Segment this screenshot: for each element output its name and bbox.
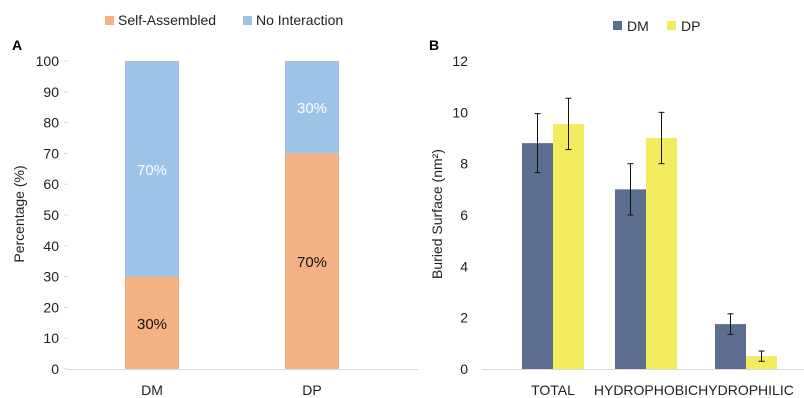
bar-total-dp <box>553 123 584 369</box>
legend-swatch-dm <box>613 21 622 30</box>
error-bar-total-dm <box>534 113 541 174</box>
panel-b-x-axis: TOTAL HYDROPHOBIC HYDROPHILIC <box>531 382 794 398</box>
panel-a-y-tick-label: 10 <box>43 330 59 346</box>
panel-a-y-tick-label: 60 <box>43 176 59 192</box>
panel-b-y-axis-title-text: Buried Surface (nm²) <box>429 149 445 279</box>
panel-a-x-axis: DM DP <box>141 382 322 398</box>
bar-dm-self-assembled <box>125 276 179 369</box>
legend-label-self-assembled: Self-Assembled <box>118 12 216 28</box>
panel-a-legend: Self-Assembled No Interaction <box>105 12 343 28</box>
legend-label-dp: DP <box>681 18 700 34</box>
bar-dm-no-interaction <box>125 61 179 277</box>
error-bar-hydrophobic-dm <box>627 163 634 216</box>
panel-b-y-tick-label: 2 <box>460 310 468 326</box>
panel-a-y-tick-label: 100 <box>36 53 60 69</box>
bar-dp-self-assembled <box>285 153 339 369</box>
data-label-dm-no-interaction: 70% <box>137 162 167 179</box>
legend-label-no-interaction: No Interaction <box>256 12 343 28</box>
legend-swatch-no-interaction <box>243 16 252 25</box>
panel-a-y-tick-label: 30 <box>43 269 59 285</box>
panel-a-x-tick-label: DP <box>302 382 321 398</box>
bar-total-dm <box>522 143 553 369</box>
panel-b-x-tick-label: HYDROPHOBIC <box>594 382 698 398</box>
legend-swatch-dp <box>667 21 676 30</box>
panel-a-y-axis: 0 10 20 30 40 50 60 70 80 90 100 <box>36 53 68 377</box>
panel-a-y-tick-label: 40 <box>43 238 59 254</box>
panel-a-bars: 30% 70% 70% 30% <box>125 61 339 369</box>
bar-dp-no-interaction <box>285 61 339 154</box>
panel-b-x-tick-label: TOTAL <box>531 382 575 398</box>
panel-b-y-axis-title: Buried Surface (nm²) <box>429 149 445 279</box>
bar-hydrophobic-dm <box>615 189 646 369</box>
panel-b-legend: DM DP <box>613 18 700 34</box>
panel-b-y-tick-label: 6 <box>460 207 468 223</box>
data-label-dm-self-assembled: 30% <box>137 316 167 333</box>
panel-b-bars <box>522 97 777 369</box>
panel-b-label: B <box>429 37 439 53</box>
legend-label-dm: DM <box>627 18 649 34</box>
panel-b-y-tick-label: 12 <box>452 53 468 69</box>
panel-b-y-axis: 0 2 4 6 8 10 12 <box>452 53 468 377</box>
panel-a-y-tick-label: 20 <box>43 299 59 315</box>
data-label-dp-no-interaction: 30% <box>297 100 327 117</box>
panel-b-x-tick-label: HYDROPHILIC <box>698 382 794 398</box>
panel-b-y-tick-label: 0 <box>460 361 468 377</box>
panel-a: A Self-Assembled No Interaction Percentag… <box>11 12 418 398</box>
panel-b: B DM DP Buried Surface (nm²) 0 2 4 6 8 10 12 TO… <box>429 18 804 398</box>
panel-a-label: A <box>12 37 22 53</box>
error-bar-hydrophilic-dm <box>727 313 734 335</box>
panel-b-y-tick-label: 8 <box>460 156 468 172</box>
bar-hydrophobic-dp <box>646 138 677 369</box>
error-bar-hydrophilic-dp <box>758 350 765 362</box>
panel-a-y-tick-label: 50 <box>43 207 59 223</box>
data-label-dp-self-assembled: 70% <box>297 254 327 271</box>
legend-swatch-self-assembled <box>105 16 114 25</box>
error-bar-total-dp <box>565 97 572 151</box>
panel-b-y-tick-label: 4 <box>460 258 468 274</box>
panel-a-x-tick-label: DM <box>141 382 163 398</box>
panel-a-y-axis-title: Percentage (%) <box>11 165 27 262</box>
panel-a-y-tick-label: 0 <box>51 361 59 377</box>
panel-a-y-tick-label: 80 <box>43 115 59 131</box>
bar-hydrophilic-dp <box>746 356 777 369</box>
panel-b-y-tick-label: 10 <box>452 104 468 120</box>
error-bar-hydrophobic-dp <box>658 111 665 165</box>
panel-a-y-tick-label: 90 <box>43 84 59 100</box>
panel-a-y-tick-label: 70 <box>43 145 59 161</box>
